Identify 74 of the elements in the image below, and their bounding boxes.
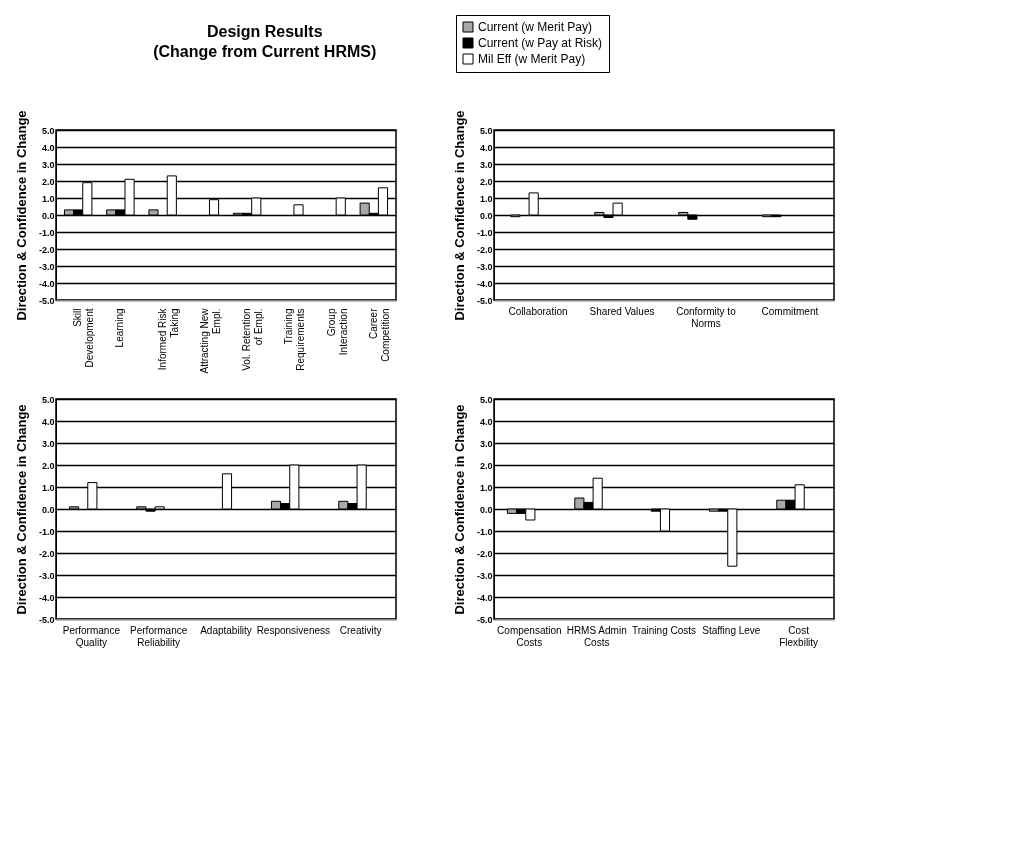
y-tick-label: 2.0 (479, 176, 493, 187)
y-tick-label: -4.0 (38, 592, 55, 603)
y-tick-label: 0.0 (41, 210, 55, 221)
y-tick-label: 1.0 (479, 482, 493, 493)
x-tick-label: Performance Quality (62, 624, 121, 648)
x-tick-label: Shared Values (589, 305, 655, 317)
y-tick-label: -3.0 (38, 261, 55, 272)
x-tick-label: Adaptability (200, 624, 252, 636)
x-tick-label: Collaboration (508, 305, 568, 317)
y-tick-label: -1.0 (38, 227, 55, 238)
x-tick-label: Creativity (339, 624, 382, 636)
legend-label: Mil Eff (w Merit Pay) (478, 52, 586, 66)
x-tick-label: Cost Flexbility (779, 624, 819, 648)
y-tick-label: -4.0 (476, 278, 493, 289)
x-tick-label: Informed Risk Taking (156, 307, 180, 371)
x-tick-label: Career Competition (367, 307, 391, 362)
y-tick-label: -2.0 (38, 244, 55, 255)
x-tick-label: Conformity to Norms (676, 305, 737, 329)
legend-label: Current (w Merit Pay) (478, 20, 593, 34)
x-tick-label: Responsiveness (256, 624, 331, 636)
y-tick-label: 2.0 (479, 460, 493, 471)
y-axis-title: Direction & Confidence in Change (451, 404, 467, 615)
y-tick-label: -1.0 (476, 227, 493, 238)
y-tick-label: 5.0 (479, 394, 493, 405)
y-axis-title: Direction & Confidence in Change (451, 110, 467, 321)
y-tick-label: -1.0 (476, 526, 493, 537)
y-tick-label: -5.0 (38, 614, 55, 625)
y-tick-label: -2.0 (476, 244, 493, 255)
text: Design Results (206, 22, 323, 40)
x-tick-label: Staffing Leve (702, 624, 761, 636)
y-tick-label: 4.0 (41, 142, 55, 153)
x-tick-label: Performance Reliability (130, 624, 188, 648)
y-tick-label: 2.0 (41, 176, 55, 187)
x-tick-label: Learning (114, 308, 126, 348)
x-tick-label: Attracting New Empl. (198, 307, 222, 374)
text: (Change from Current HRMS) (153, 42, 377, 60)
y-tick-label: -3.0 (38, 570, 55, 581)
y-tick-label: -2.0 (476, 548, 493, 559)
y-tick-label: -3.0 (476, 570, 493, 581)
y-tick-label: 3.0 (479, 159, 493, 170)
x-tick-label: Skill Development (72, 308, 96, 368)
y-tick-label: 4.0 (41, 416, 55, 427)
x-tick-label: Commitment (761, 305, 819, 317)
y-tick-label: -2.0 (38, 548, 55, 559)
y-tick-label: -5.0 (38, 295, 55, 306)
y-tick-label: 0.0 (479, 210, 493, 221)
x-tick-label: HRMS Admin Costs (566, 624, 627, 648)
y-tick-label: 2.0 (41, 460, 55, 471)
y-tick-label: -5.0 (476, 295, 493, 306)
y-tick-label: 5.0 (41, 125, 55, 136)
x-tick-label: Group Interaction (325, 308, 349, 356)
y-tick-label: 1.0 (479, 193, 493, 204)
y-tick-label: 3.0 (41, 159, 55, 170)
y-axis-title: Direction & Confidence in Change (13, 404, 29, 615)
y-tick-label: -1.0 (38, 526, 55, 537)
y-tick-label: -4.0 (476, 592, 493, 603)
x-tick-label: Vol. Retention of Empl. (241, 308, 265, 371)
y-tick-label: 5.0 (41, 394, 55, 405)
y-tick-label: -3.0 (476, 261, 493, 272)
y-tick-label: 1.0 (41, 482, 55, 493)
y-tick-label: 4.0 (479, 142, 493, 153)
y-tick-label: 4.0 (479, 416, 493, 427)
y-tick-label: 3.0 (41, 438, 55, 449)
y-axis-title: Direction & Confidence in Change (13, 110, 29, 321)
y-tick-label: 0.0 (41, 504, 55, 515)
x-tick-label: Training Costs (631, 624, 697, 636)
y-tick-label: 5.0 (479, 125, 493, 136)
y-tick-label: -5.0 (476, 614, 493, 625)
y-tick-label: 1.0 (41, 193, 55, 204)
y-tick-label: -4.0 (38, 278, 55, 289)
legend-label: Current (w Pay at Risk) (478, 36, 603, 50)
x-tick-label: Compensation Costs (497, 624, 562, 648)
y-tick-label: 0.0 (479, 504, 493, 515)
y-tick-label: 3.0 (479, 438, 493, 449)
